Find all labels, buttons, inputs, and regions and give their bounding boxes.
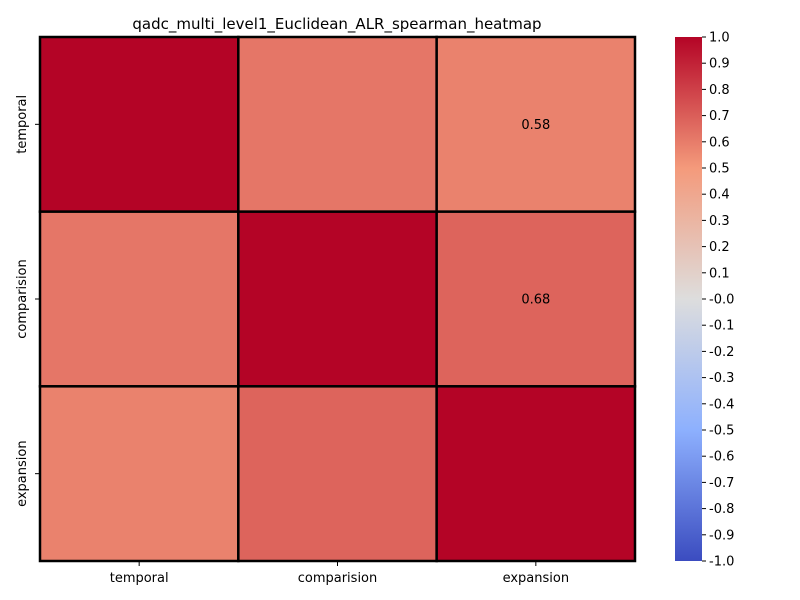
heatmap-cell-1-0	[38, 210, 240, 388]
colorbar-tick-label: -0.6	[709, 450, 734, 465]
x-tick-label: expansion	[503, 571, 570, 586]
colorbar-tick-label: -0.2	[709, 345, 734, 360]
colorbar-tick-label: 0.3	[709, 214, 730, 229]
colorbar-tick-label: 0.8	[709, 83, 730, 98]
heatmap-cell-2-2	[435, 385, 637, 563]
colorbar-tick-label: 0.5	[709, 162, 730, 177]
colorbar-tick-label: 1.0	[709, 31, 730, 46]
colorbar-tick-label: -0.1	[709, 319, 734, 334]
colorbar-tick-label: 0.1	[709, 266, 730, 281]
colorbar-tick-label: 0.2	[709, 240, 730, 255]
colorbar-tick-label: -0.5	[709, 424, 734, 439]
x-tick-label: comparision	[298, 571, 378, 586]
heatmap-cell-0-1	[237, 35, 438, 213]
colorbar-tick-label: -0.8	[709, 502, 734, 517]
colorbar-tick-label: -0.3	[709, 371, 734, 386]
colorbar-tick-label: -1.0	[709, 555, 734, 570]
x-axis: temporal comparision expansion	[110, 561, 569, 586]
heatmap-cells	[38, 35, 637, 563]
heatmap-cell-1-1	[237, 210, 438, 388]
cell-annotations: 0.58 0.68	[521, 118, 550, 308]
colorbar-tick-label: -0.9	[709, 528, 734, 543]
colorbar-gradient	[675, 37, 702, 561]
colorbar-tick-label: -0.4	[709, 397, 734, 412]
heatmap-cell-2-1	[237, 385, 438, 563]
x-tick-label: temporal	[110, 571, 169, 586]
colorbar-tick-label: -0.0	[709, 293, 734, 308]
y-tick-label: expansion	[15, 440, 30, 507]
heatmap-cell-2-0	[38, 385, 240, 563]
y-tick-label: comparision	[15, 259, 30, 339]
heatmap-cell-0-2	[435, 35, 637, 213]
colorbar-tick-label: 0.6	[709, 135, 730, 150]
cell-annotation: 0.58	[521, 118, 550, 133]
colorbar-tick-label: 0.4	[709, 188, 730, 203]
heatmap-cell-0-0	[38, 35, 240, 213]
heatmap-cell-1-2	[435, 210, 637, 388]
colorbar-tick-label: 0.7	[709, 109, 730, 124]
chart-title: qadc_multi_level1_Euclidean_ALR_spearman…	[132, 15, 541, 34]
y-tick-label: temporal	[15, 95, 30, 154]
y-axis: temporal comparision expansion	[15, 95, 40, 507]
cell-annotation: 0.68	[521, 293, 550, 308]
colorbar-tick-label: 0.9	[709, 57, 730, 72]
colorbar-tick-label: -0.7	[709, 476, 734, 491]
colorbar: 1.0 0.9 0.8 0.7 0.6 0.5 0.4 0.3 0.2 0.1 -0.0 -0.1 -0…	[675, 31, 734, 570]
